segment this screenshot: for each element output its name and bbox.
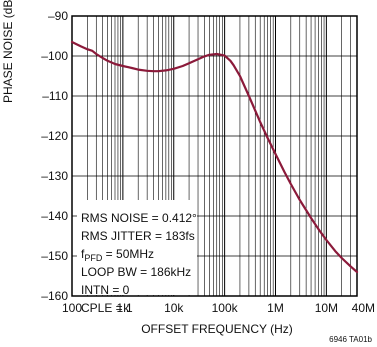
annotation-background bbox=[77, 200, 197, 295]
x-tick-label: 10k bbox=[164, 301, 184, 315]
x-axis-label: OFFSET FREQUENCY (Hz) bbox=[141, 322, 293, 336]
y-axis-label: PHASE NOISE (dBc/Hz) bbox=[1, 0, 15, 103]
x-tick-label: 10M bbox=[315, 301, 338, 315]
annotation-loop-bw: LOOP BW = 186kHz bbox=[81, 265, 191, 279]
annotation-fpfd: fPFD = 50MHz bbox=[81, 247, 154, 263]
y-tick-label: –140 bbox=[41, 209, 68, 223]
y-tick-label: –160 bbox=[41, 289, 68, 303]
annotation-box: RMS NOISE = 0.412° RMS JITTER = 183fs fP… bbox=[77, 200, 197, 315]
y-tick-label: –150 bbox=[41, 249, 68, 263]
y-tick-label: –120 bbox=[41, 129, 68, 143]
annotation-rms-noise: RMS NOISE = 0.412° bbox=[81, 211, 197, 225]
annotation-intn: INTN = 0 bbox=[81, 283, 130, 297]
x-tick-label: 40M bbox=[352, 301, 375, 315]
x-tick-label: 100k bbox=[212, 301, 239, 315]
annotation-cple: CPLE = 1 bbox=[81, 301, 133, 315]
phase-noise-series-line bbox=[70, 40, 359, 274]
figure-id: 6946 TA01b bbox=[329, 335, 372, 344]
fpfd-subscript: PFD bbox=[84, 253, 103, 263]
y-tick-label: –130 bbox=[41, 169, 68, 183]
fpfd-prefix: f bbox=[81, 247, 85, 261]
x-tick-label: 1M bbox=[267, 301, 284, 315]
plot-frame bbox=[71, 15, 358, 297]
x-tick-label: 1k bbox=[117, 301, 131, 315]
x-tick-label: 100 bbox=[62, 301, 82, 315]
annotation-rms-jitter: RMS JITTER = 183fs bbox=[81, 229, 195, 243]
y-tick-label: –100 bbox=[41, 49, 68, 63]
fpfd-value: = 50MHz bbox=[102, 247, 154, 261]
y-tick-label: –110 bbox=[42, 89, 68, 103]
series-layer bbox=[70, 40, 359, 274]
x-tick-labels: 100 1k 10k 100k 1M 10M 40M bbox=[62, 301, 375, 315]
y-tick-labels: –90 –100 –110 –120 –130 –140 –150 –160 bbox=[41, 9, 68, 303]
y-tick-label: –90 bbox=[48, 9, 68, 23]
